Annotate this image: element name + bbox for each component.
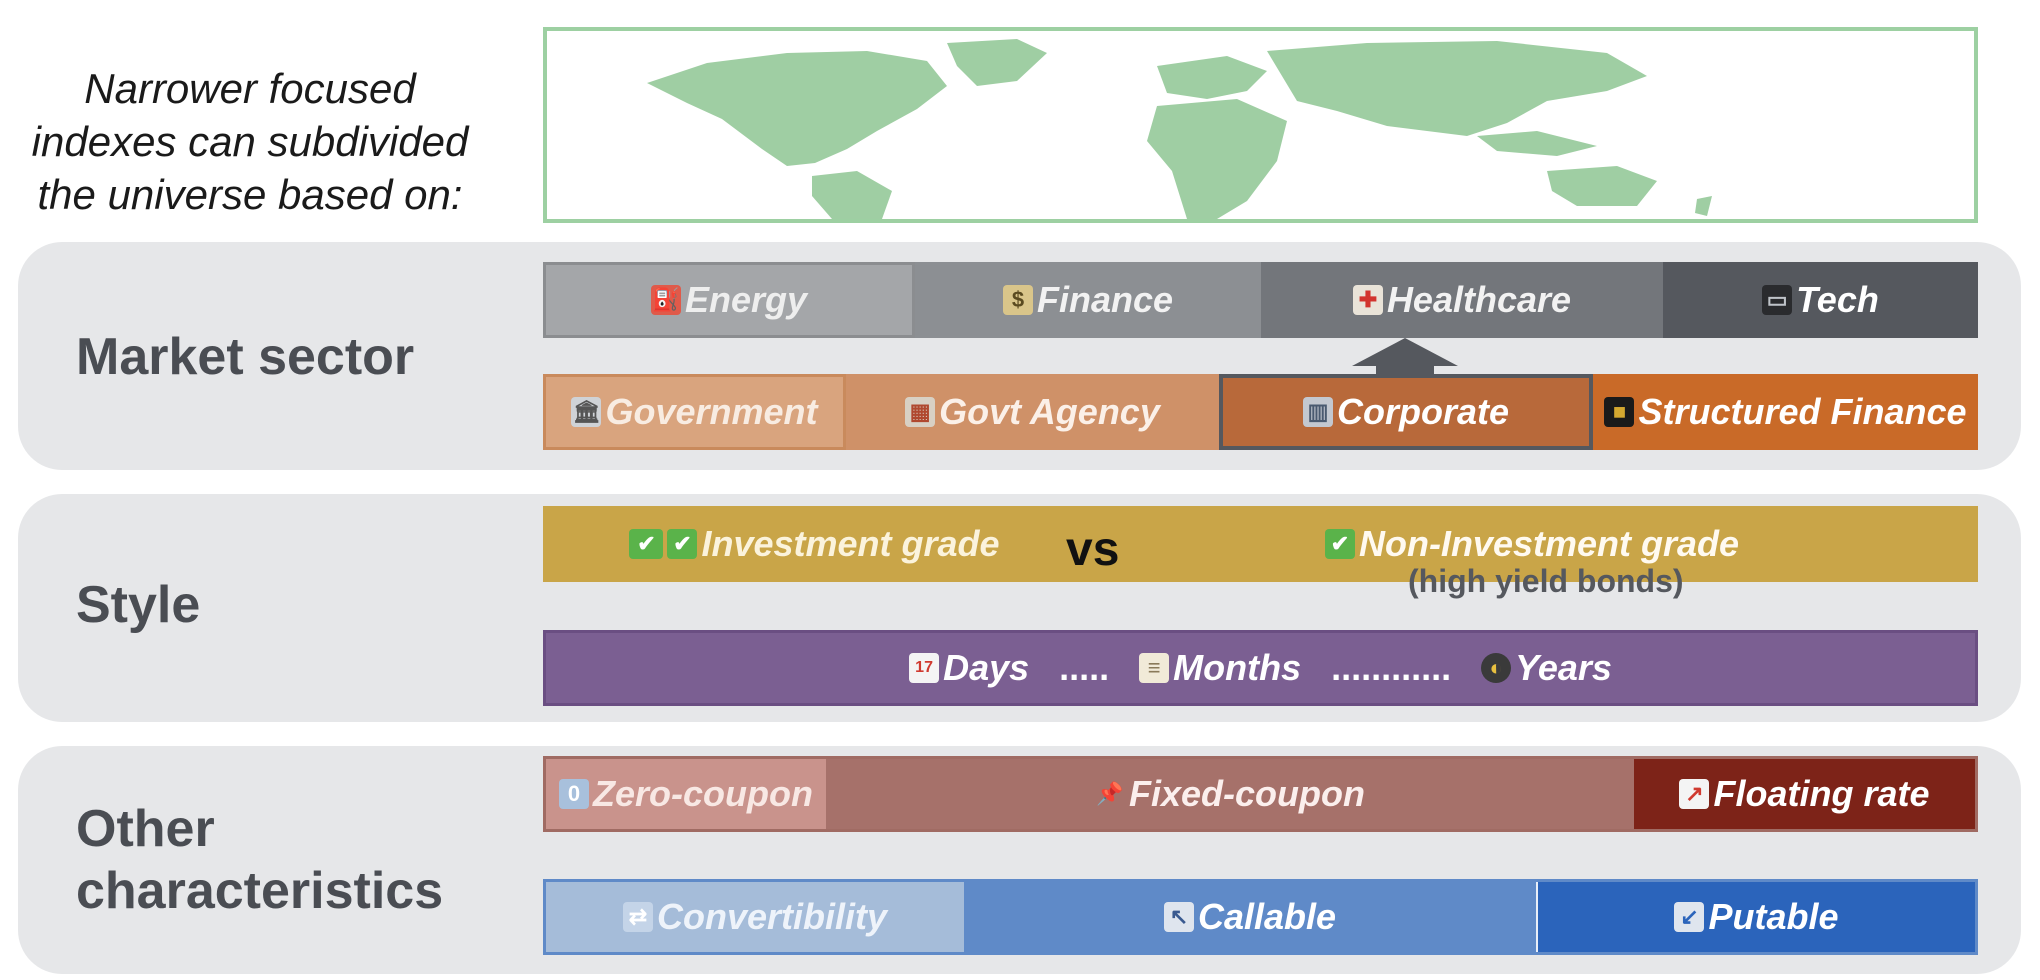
maturity-years[interactable]: ◐ Years (1461, 633, 1632, 703)
south-america-shape (812, 171, 892, 219)
intro-caption: Narrower focused indexes can subdivided … (0, 62, 500, 221)
moon-icon: ◐ (1481, 653, 1512, 683)
maturity-months[interactable]: ≡ Months (1119, 633, 1321, 703)
option-label: Convertibility (656, 896, 888, 937)
maturity-separator: ............ (1331, 647, 1452, 688)
panel-label-other: Other characteristics (76, 800, 444, 920)
north-america-shape (647, 51, 947, 166)
high-yield-subtitle: (high yield bonds) (1408, 563, 1684, 599)
australia-shape (1547, 166, 1657, 206)
up-arrow (1352, 338, 1458, 376)
sector-label: Finance (1036, 279, 1174, 320)
sector-healthcare[interactable]: ✚ Healthcare (1261, 262, 1663, 338)
option-putable[interactable]: ↙ Putable (1538, 882, 1975, 952)
world-map (543, 27, 1978, 223)
option-label: Putable (1708, 896, 1839, 937)
option-callable[interactable]: ↖ Callable (964, 882, 1538, 952)
laptop-icon: ▭ (1762, 285, 1793, 315)
issuer-label: Structured Finance (1638, 391, 1967, 432)
new-zealand-shape (1695, 196, 1712, 216)
intro-line: the universe based on: (37, 171, 463, 218)
repeat-arrows-icon: ⇄ (622, 902, 653, 932)
issuer-label: Govt Agency (939, 391, 1160, 432)
hospital-icon: ✚ (1352, 285, 1383, 315)
world-map-svg (647, 39, 1712, 219)
sector-bar: ⛽ Energy $ Finance ✚ Healthcare ▭ Tech (543, 262, 1978, 338)
issuer-label: Government (605, 391, 818, 432)
calendar-icon: 17 (909, 653, 940, 683)
chart-increasing-icon: ↗ (1679, 779, 1710, 809)
greenland-shape (947, 39, 1047, 86)
grade-investment[interactable]: ✔ ✔ Investment grade (543, 506, 1086, 582)
grade-label: Investment grade (701, 523, 1000, 564)
classical-building-icon: 🏛 (571, 397, 602, 427)
sector-tech[interactable]: ▭ Tech (1663, 262, 1978, 338)
coupon-label: Floating rate (1713, 773, 1930, 814)
panel-label-style: Style (76, 576, 201, 634)
issuer-structured-finance[interactable]: ■ Structured Finance (1593, 374, 1978, 450)
grade-non-investment[interactable]: ✔ Non-Investment grade (1086, 506, 1978, 582)
kaaba-icon: ■ (1604, 397, 1635, 427)
double-check-icon: ✔ (667, 529, 698, 559)
issuer-bar: 🏛 Government ▦ Govt Agency ▥ Corporate ■… (543, 374, 1978, 450)
intro-line: indexes can subdivided (31, 118, 469, 165)
check-icon: ✔ (1324, 529, 1355, 559)
coupon-floating[interactable]: ↗ Floating rate (1634, 759, 1975, 829)
grade-label: Non-Investment grade (1358, 523, 1740, 564)
maturity-label: Days (943, 647, 1030, 688)
sector-energy[interactable]: ⛽ Energy (543, 262, 915, 338)
notepad-icon: ≡ (1139, 653, 1170, 683)
sector-finance[interactable]: $ Finance (915, 262, 1261, 338)
maturity-days[interactable]: 17 Days (889, 633, 1049, 703)
coupon-bar: 0 Zero-coupon 📌 Fixed-coupon ↗ Floating … (543, 756, 1978, 832)
option-label: Callable (1197, 896, 1337, 937)
issuer-label: Corporate (1336, 391, 1510, 432)
up-left-arrow-icon: ↖ (1163, 902, 1194, 932)
southeast-asia-shape (1477, 131, 1597, 156)
issuer-corporate[interactable]: ▥ Corporate (1219, 374, 1593, 450)
double-check-icon: ✔ (629, 529, 664, 559)
sector-label: Healthcare (1386, 279, 1572, 320)
maturity-label: Years (1515, 647, 1612, 688)
coupon-label: Fixed-coupon (1129, 773, 1365, 814)
sector-label: Tech (1796, 279, 1879, 320)
pushpin-icon: 📌 (1096, 781, 1124, 806)
money-icon: $ (1002, 285, 1033, 315)
panel-label-market-sector: Market sector (76, 328, 415, 386)
grade-bar: ✔ ✔ Investment grade ✔ Non-Investment gr… (543, 506, 1978, 582)
coupon-zero[interactable]: 0 Zero-coupon (546, 759, 826, 829)
issuer-government[interactable]: 🏛 Government (543, 374, 846, 450)
africa-shape (1147, 99, 1287, 219)
maturity-label: Months (1173, 647, 1302, 688)
office-building-icon: ▥ (1302, 397, 1333, 427)
intro-line: Narrower focused (84, 65, 416, 112)
down-left-arrow-icon: ↙ (1674, 902, 1705, 932)
coupon-label: Zero-coupon (593, 773, 813, 814)
maturity-separator: ..... (1059, 647, 1110, 688)
coupon-fixed[interactable]: 📌 Fixed-coupon (826, 759, 1634, 829)
issuer-govt-agency[interactable]: ▦ Govt Agency (846, 374, 1219, 450)
post-office-icon: ▦ (905, 397, 936, 427)
asia-shape (1267, 41, 1647, 136)
fuel-pump-icon: ⛽ (650, 285, 681, 315)
option-bar: ⇄ Convertibility ↖ Callable ↙ Putable (543, 879, 1978, 955)
maturity-bar: 17 Days ..... ≡ Months ............ ◐ Ye… (543, 630, 1978, 706)
sector-label: Energy (684, 279, 808, 320)
zero-keycap-icon: 0 (559, 779, 589, 809)
option-convertibility[interactable]: ⇄ Convertibility (546, 882, 964, 952)
europe-shape (1157, 56, 1267, 99)
vs-label: vs (1066, 523, 1120, 576)
